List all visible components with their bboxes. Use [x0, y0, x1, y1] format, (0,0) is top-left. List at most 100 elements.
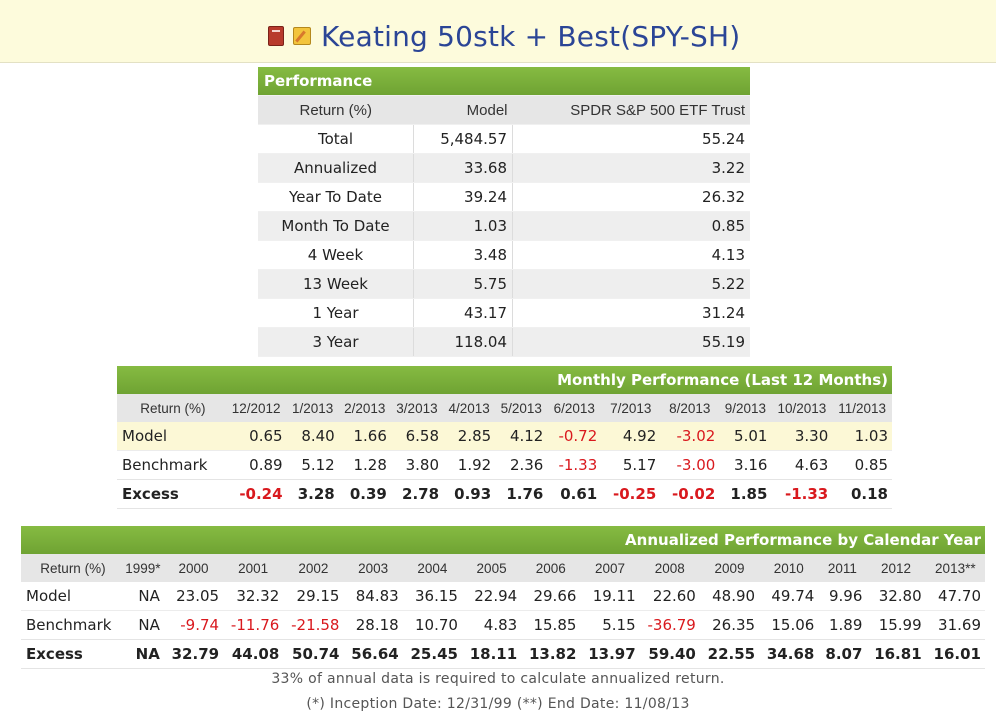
cell-value: 4.63 — [771, 450, 833, 480]
column-header: 9/2013 — [719, 394, 772, 422]
cell-value: -21.58 — [283, 610, 344, 640]
cell-value: -3.02 — [660, 422, 720, 451]
cell-value: 0.65 — [225, 422, 287, 451]
cell-value: 1.92 — [443, 450, 496, 480]
model-value: 118.04 — [413, 327, 513, 357]
cell-value: 25.45 — [402, 639, 462, 669]
row-label: Year To Date — [258, 182, 414, 212]
column-header: Return (%) — [117, 394, 226, 422]
cell-value: 0.39 — [338, 479, 391, 509]
column-header: 6/2013 — [547, 394, 602, 422]
performance-column-headers: Return (%) Model SPDR S&P 500 ETF Trust — [258, 95, 750, 125]
cell-value: -1.33 — [771, 479, 833, 509]
column-header: 1/2013 — [286, 394, 339, 422]
cell-value: 0.18 — [832, 479, 892, 509]
benchmark-value: 26.32 — [512, 182, 750, 212]
page-title: Keating 50stk + Best(SPY-SH) — [321, 19, 741, 53]
row-label: 4 Week — [258, 240, 414, 270]
cell-value: 48.90 — [699, 582, 760, 611]
row-label: Excess — [21, 639, 122, 669]
cell-value: 50.74 — [283, 639, 344, 669]
cell-value: 16.01 — [925, 639, 985, 669]
cell-value: 18.11 — [461, 639, 522, 669]
cell-value: 1.89 — [818, 610, 867, 640]
benchmark-value: 55.19 — [512, 327, 750, 357]
row-label: Benchmark — [21, 610, 122, 640]
model-value: 3.48 — [413, 240, 513, 270]
notepad-icon[interactable] — [293, 27, 311, 45]
cell-value: 47.70 — [925, 582, 985, 611]
model-value: 33.68 — [413, 153, 513, 183]
column-header: SPDR S&P 500 ETF Trust — [512, 95, 750, 125]
cell-value: 29.66 — [521, 582, 581, 611]
cell-value: 4.12 — [495, 422, 548, 451]
cell-value: 2.78 — [390, 479, 444, 509]
column-header: 2012 — [866, 554, 926, 582]
cell-value: 26.35 — [699, 610, 760, 640]
performance-header: Performance — [258, 67, 750, 96]
column-header: 5/2013 — [495, 394, 548, 422]
row-label: Total — [258, 124, 414, 154]
title-bar: Keating 50stk + Best(SPY-SH) — [0, 0, 996, 63]
cell-value: -0.72 — [547, 422, 602, 451]
table-row: Benchmark NA -9.74 -11.76 -21.58 28.18 1… — [21, 610, 985, 640]
model-value: 5,484.57 — [413, 124, 513, 154]
benchmark-value: 55.24 — [512, 124, 750, 154]
column-header: 2006 — [521, 554, 581, 582]
column-header: Model — [413, 95, 513, 125]
cell-value: 4.83 — [461, 610, 522, 640]
cell-value: 29.15 — [283, 582, 344, 611]
cell-value: 1.03 — [832, 422, 892, 451]
table-row: Excess NA 32.79 44.08 50.74 56.64 25.45 … — [21, 639, 985, 669]
cell-value: 23.05 — [163, 582, 224, 611]
row-label: Month To Date — [258, 211, 414, 241]
book-icon[interactable] — [268, 26, 284, 46]
column-header: 2002 — [283, 554, 344, 582]
column-header: 2009 — [699, 554, 760, 582]
cell-value: 0.93 — [443, 479, 496, 509]
cell-value: 4.92 — [601, 422, 661, 451]
cell-value: 3.28 — [286, 479, 339, 509]
benchmark-value: 5.22 — [512, 269, 750, 299]
column-header: 2007 — [580, 554, 640, 582]
cell-value: 32.80 — [866, 582, 926, 611]
model-value: 5.75 — [413, 269, 513, 299]
model-value: 43.17 — [413, 298, 513, 328]
row-label: Annualized — [258, 153, 414, 183]
cell-value: 31.69 — [925, 610, 985, 640]
annual-data-note: 33% of annual data is required to calcul… — [271, 671, 725, 687]
column-header: 4/2013 — [443, 394, 496, 422]
cell-value: 36.15 — [402, 582, 462, 611]
cell-value: 34.68 — [759, 639, 819, 669]
column-header: 2008 — [639, 554, 700, 582]
cell-value: 22.55 — [699, 639, 760, 669]
cell-value: 56.64 — [343, 639, 403, 669]
table-row: 1 Year 43.17 31.24 — [258, 298, 750, 328]
column-header: 8/2013 — [660, 394, 720, 422]
column-header: 10/2013 — [771, 394, 833, 422]
cell-value: -9.74 — [163, 610, 224, 640]
monthly-header: Monthly Performance (Last 12 Months) — [117, 366, 892, 394]
cell-value: 3.16 — [719, 450, 772, 480]
column-header: 12/2012 — [225, 394, 287, 422]
cell-value: 5.15 — [580, 610, 640, 640]
cell-value: 1.76 — [495, 479, 548, 509]
row-label: 1 Year — [258, 298, 414, 328]
benchmark-value: 0.85 — [512, 211, 750, 241]
cell-value: 32.79 — [163, 639, 224, 669]
cell-value: 22.60 — [639, 582, 700, 611]
column-header: 2011 — [818, 554, 867, 582]
cell-value: 44.08 — [223, 639, 284, 669]
cell-value: 19.11 — [580, 582, 640, 611]
row-label: Model — [117, 422, 226, 451]
cell-value: -0.24 — [225, 479, 287, 509]
cell-value: 10.70 — [402, 610, 462, 640]
column-header: 2005 — [461, 554, 522, 582]
cell-value: 1.28 — [338, 450, 391, 480]
cell-value: 59.40 — [639, 639, 700, 669]
cell-value: 32.32 — [223, 582, 284, 611]
cell-value: 5.12 — [286, 450, 339, 480]
cell-value: 15.85 — [521, 610, 581, 640]
table-row: 13 Week 5.75 5.22 — [258, 269, 750, 299]
cell-value: 0.89 — [225, 450, 287, 480]
